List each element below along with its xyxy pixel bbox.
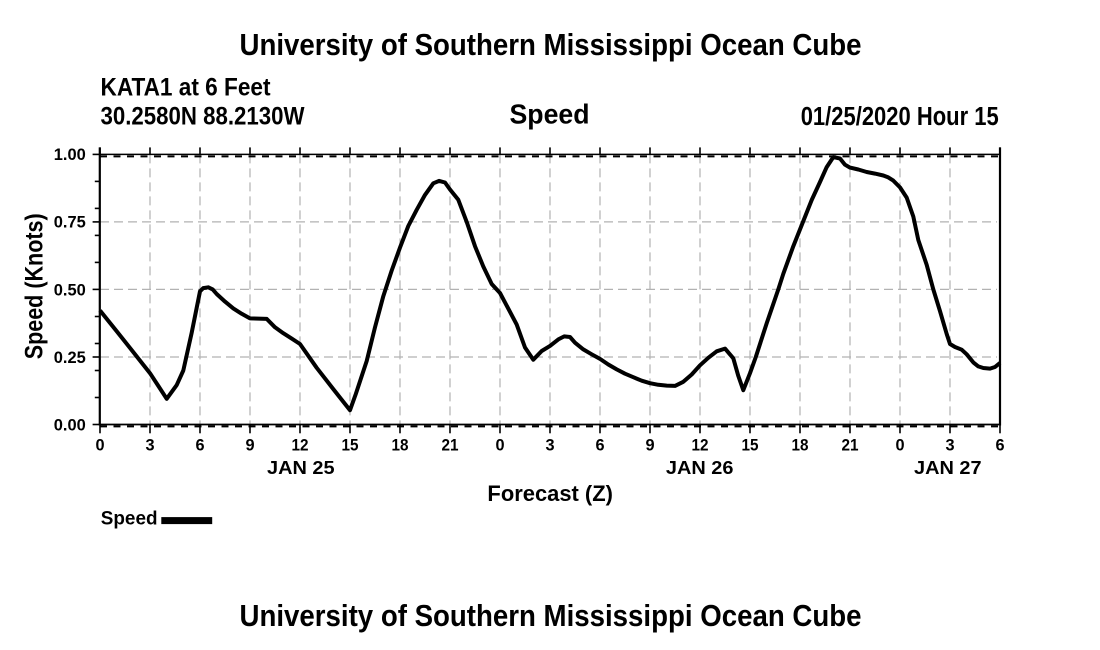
svg-text:JAN 26: JAN 26 bbox=[666, 457, 734, 478]
svg-text:9: 9 bbox=[245, 437, 254, 455]
svg-text:Speed: Speed bbox=[101, 508, 158, 530]
svg-text:12: 12 bbox=[692, 437, 709, 455]
svg-text:18: 18 bbox=[792, 437, 809, 455]
svg-text:3: 3 bbox=[145, 437, 154, 455]
svg-text:3: 3 bbox=[945, 437, 954, 455]
svg-text:0.00: 0.00 bbox=[54, 416, 86, 434]
svg-text:30.2580N 88.2130W: 30.2580N 88.2130W bbox=[101, 103, 305, 131]
svg-text:15: 15 bbox=[742, 437, 759, 455]
svg-text:Forecast (Z): Forecast (Z) bbox=[487, 481, 613, 506]
svg-text:0: 0 bbox=[495, 437, 504, 455]
svg-text:0.75: 0.75 bbox=[54, 214, 86, 232]
svg-text:Speed (Knots): Speed (Knots) bbox=[20, 213, 48, 359]
svg-text:3: 3 bbox=[545, 437, 554, 455]
svg-text:18: 18 bbox=[392, 437, 409, 455]
svg-text:6: 6 bbox=[195, 437, 204, 455]
svg-text:University of Southern Mississ: University of Southern Mississippi Ocean… bbox=[240, 599, 862, 633]
svg-text:KATA1 at 6 Feet: KATA1 at 6 Feet bbox=[101, 74, 272, 102]
svg-text:0: 0 bbox=[95, 437, 104, 455]
svg-text:1.00: 1.00 bbox=[54, 146, 86, 164]
svg-text:0: 0 bbox=[895, 437, 904, 455]
svg-text:9: 9 bbox=[645, 437, 654, 455]
svg-text:0.50: 0.50 bbox=[54, 281, 86, 299]
svg-text:15: 15 bbox=[342, 437, 359, 455]
svg-text:JAN 25: JAN 25 bbox=[267, 457, 335, 478]
svg-text:01/25/2020 Hour 15: 01/25/2020 Hour 15 bbox=[801, 103, 999, 131]
svg-text:0.25: 0.25 bbox=[54, 349, 86, 367]
svg-text:12: 12 bbox=[292, 437, 309, 455]
svg-text:6: 6 bbox=[995, 437, 1004, 455]
svg-text:Speed: Speed bbox=[510, 99, 590, 130]
svg-text:21: 21 bbox=[442, 437, 459, 455]
svg-text:JAN 27: JAN 27 bbox=[914, 457, 982, 478]
svg-text:University of Southern Mississ: University of Southern Mississippi Ocean… bbox=[240, 28, 862, 62]
svg-text:6: 6 bbox=[595, 437, 604, 455]
svg-text:21: 21 bbox=[842, 437, 859, 455]
